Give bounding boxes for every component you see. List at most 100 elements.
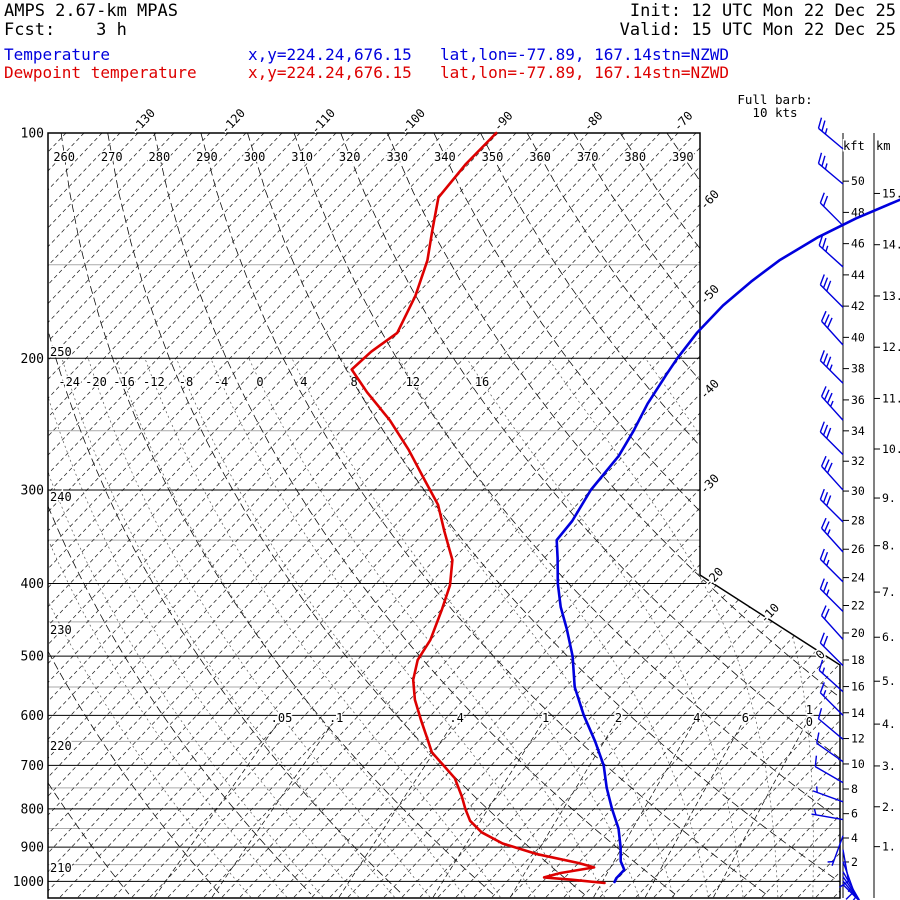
svg-text:350: 350 [482, 150, 504, 164]
svg-text:-110: -110 [308, 106, 338, 137]
svg-text:46: 46 [851, 237, 865, 251]
svg-text:1000: 1000 [13, 875, 44, 890]
svg-text:4: 4 [693, 711, 700, 725]
svg-text:.05: .05 [271, 711, 293, 725]
svg-text:6: 6 [742, 711, 749, 725]
svg-text:500: 500 [21, 650, 44, 665]
valid-time: Valid: 15 UTC Mon 22 Dec 25 [619, 20, 896, 40]
model-title: AMPS 2.67-km MPAS [4, 1, 178, 21]
header-row-2: Fcst: 3 h Valid: 15 UTC Mon 22 Dec 25 [4, 21, 896, 40]
svg-text:-20: -20 [85, 375, 107, 389]
svg-text:-120: -120 [218, 106, 248, 137]
svg-text:12.: 12. [882, 340, 900, 354]
temperature-latlon: lat,lon=-77.89, 167.14 [440, 45, 652, 64]
temperature-xy: x,y=224.24,676.15 [248, 45, 412, 64]
svg-text:200: 200 [21, 352, 44, 367]
svg-text:13.: 13. [882, 289, 900, 303]
svg-text:16: 16 [475, 375, 489, 389]
svg-text:220: 220 [50, 739, 72, 753]
dewpoint-legend-label: Dewpoint temperature [4, 63, 197, 82]
svg-text:26: 26 [851, 542, 865, 556]
svg-text:-70: -70 [671, 109, 696, 134]
svg-text:700: 700 [21, 759, 44, 774]
svg-text:300: 300 [244, 150, 266, 164]
svg-text:310: 310 [291, 150, 313, 164]
svg-text:.4: .4 [449, 711, 463, 725]
svg-text:kft: kft [843, 139, 865, 153]
svg-text:280: 280 [149, 150, 171, 164]
plot-frame [47, 132, 841, 899]
svg-text:240: 240 [50, 490, 72, 504]
svg-text:0: 0 [256, 375, 263, 389]
svg-text:7.: 7. [882, 585, 896, 599]
svg-text:15.: 15. [882, 186, 900, 200]
svg-text:-16: -16 [113, 375, 135, 389]
svg-text:4: 4 [851, 831, 858, 845]
svg-text:-4: -4 [214, 375, 228, 389]
svg-text:14.: 14. [882, 238, 900, 252]
svg-text:4: 4 [300, 375, 307, 389]
svg-text:-20: -20 [701, 565, 726, 590]
svg-text:400: 400 [21, 577, 44, 592]
svg-text:22: 22 [851, 599, 865, 613]
svg-text:34: 34 [851, 424, 865, 438]
header-row-1: AMPS 2.67-km MPAS Init: 12 UTC Mon 22 De… [4, 2, 896, 21]
svg-text:km: km [876, 139, 890, 153]
svg-text:1: 1 [806, 703, 813, 717]
svg-text:8: 8 [851, 782, 858, 796]
svg-text:8.: 8. [882, 539, 896, 553]
svg-text:Full barb:: Full barb: [737, 92, 812, 107]
svg-text:42: 42 [851, 299, 865, 313]
svg-text:12: 12 [406, 375, 420, 389]
svg-text:300: 300 [21, 484, 44, 499]
svg-text:-12: -12 [143, 375, 165, 389]
svg-text:270: 270 [101, 150, 123, 164]
svg-text:5.: 5. [882, 674, 896, 688]
legend-temperature-row: Temperature x,y=224.24,676.15 lat,lon=-7… [0, 46, 900, 66]
svg-text:0: 0 [806, 715, 813, 729]
svg-text:6: 6 [851, 807, 858, 821]
svg-text:14: 14 [851, 706, 865, 720]
svg-text:1: 1 [542, 711, 549, 725]
svg-text:390: 390 [672, 150, 694, 164]
svg-text:6.: 6. [882, 630, 896, 644]
svg-text:-90: -90 [491, 109, 516, 134]
svg-text:230: 230 [50, 623, 72, 637]
svg-text:50: 50 [851, 174, 865, 188]
svg-text:16: 16 [851, 680, 865, 694]
svg-text:30: 30 [851, 484, 865, 498]
svg-text:4.: 4. [882, 717, 896, 731]
svg-text:12: 12 [851, 732, 865, 746]
height-axes: kft km24681012141618202224262830323436384… [842, 133, 900, 898]
svg-text:44: 44 [851, 268, 865, 282]
svg-text:330: 330 [386, 150, 408, 164]
svg-text:20: 20 [851, 626, 865, 640]
dewpoint-latlon: lat,lon=-77.89, 167.14 [440, 63, 652, 82]
temperature-trace [555, 198, 900, 884]
svg-text:36: 36 [851, 393, 865, 407]
svg-text:11.: 11. [882, 391, 900, 405]
dewpoint-station: stn=NZWD [652, 63, 730, 82]
svg-text:2.: 2. [882, 800, 896, 814]
svg-text:-80: -80 [581, 109, 606, 134]
svg-text:360: 360 [529, 150, 551, 164]
wind-barbs [811, 117, 861, 900]
svg-text:28: 28 [851, 513, 865, 527]
svg-text:370: 370 [577, 150, 599, 164]
svg-text:0: 0 [813, 647, 828, 662]
svg-text:260: 260 [53, 150, 75, 164]
svg-text:24: 24 [851, 571, 865, 585]
svg-text:3.: 3. [882, 759, 896, 773]
legend-dewpoint-row: Dewpoint temperature x,y=224.24,676.15 l… [0, 64, 900, 84]
svg-text:10: 10 [851, 757, 865, 771]
svg-text:.1: .1 [329, 711, 343, 725]
svg-text:38: 38 [851, 362, 865, 376]
svg-text:9.: 9. [882, 491, 896, 505]
svg-text:-100: -100 [398, 106, 428, 137]
svg-text:-24: -24 [58, 375, 80, 389]
svg-text:-8: -8 [179, 375, 193, 389]
forecast-hour: Fcst: 3 h [4, 20, 127, 40]
svg-text:340: 340 [434, 150, 456, 164]
